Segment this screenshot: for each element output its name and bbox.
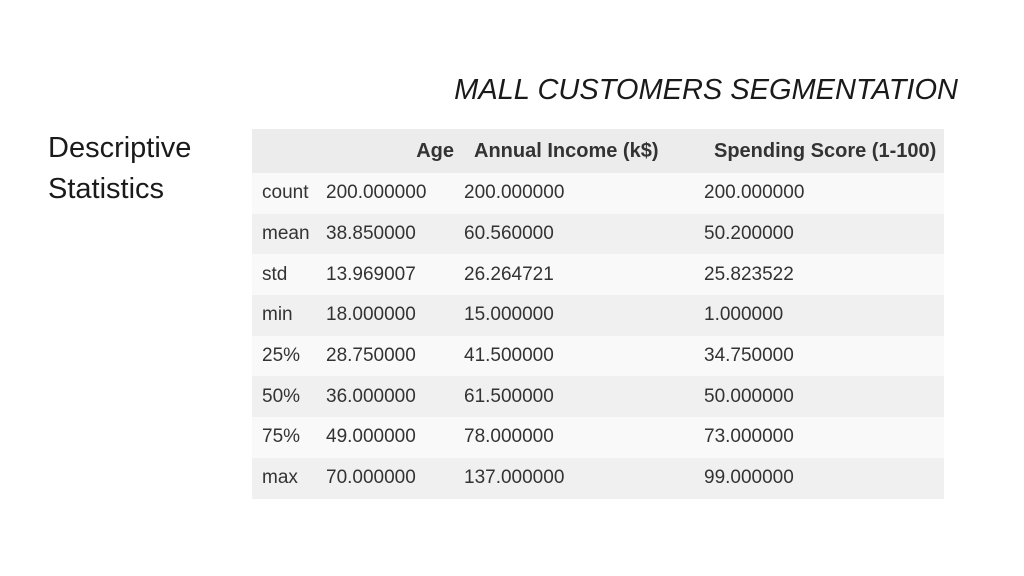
row-stat-label: 50%: [262, 385, 301, 407]
cell-age: 200.000000: [326, 182, 427, 204]
cell-annual-income: 78.000000: [464, 426, 554, 448]
section-heading-line-2: Statistics: [48, 173, 165, 205]
table-row: 50% 36.000000 61.500000 50.000000: [252, 376, 944, 418]
cell-spending-score: 50.000000: [704, 385, 794, 407]
cell-annual-income: 137.000000: [464, 467, 565, 489]
cell-spending-score: 50.200000: [704, 223, 794, 245]
table-row: count 200.000000 200.000000 200.000000: [252, 173, 944, 214]
cell-annual-income: 60.560000: [464, 223, 554, 245]
cell-spending-score: 99.000000: [704, 467, 794, 489]
cell-spending-score: 34.750000: [704, 345, 794, 367]
cell-age: 13.969007: [326, 263, 416, 285]
header-annual-income: Annual Income (k$): [474, 139, 659, 162]
table-row: std 13.969007 26.264721 25.823522: [252, 254, 944, 296]
descriptive-stats-table: Age Annual Income (k$) Spending Score (1…: [252, 129, 944, 499]
cell-annual-income: 61.500000: [464, 385, 554, 407]
cell-annual-income: 41.500000: [464, 345, 554, 367]
table-row: mean 38.850000 60.560000 50.200000: [252, 213, 944, 255]
section-heading: Descriptive Statistics: [48, 128, 238, 210]
row-stat-label: count: [262, 182, 309, 204]
cell-age: 49.000000: [326, 426, 416, 448]
table-body: count 200.000000 200.000000 200.000000 m…: [252, 173, 944, 499]
section-heading-line-1: Descriptive: [48, 132, 192, 164]
table-header: Age Annual Income (k$) Spending Score (1…: [252, 129, 944, 173]
row-stat-label: min: [262, 304, 293, 326]
header-spending-score: Spending Score (1-100): [714, 139, 937, 162]
row-stat-label: max: [262, 467, 298, 489]
row-stat-label: mean: [262, 223, 310, 245]
row-stat-label: 25%: [262, 345, 301, 367]
table-header-row: Age Annual Income (k$) Spending Score (1…: [252, 129, 944, 173]
cell-age: 70.000000: [326, 467, 416, 489]
table-row: 75% 49.000000 78.000000 73.000000: [252, 417, 944, 458]
cell-spending-score: 1.000000: [704, 304, 784, 326]
header-age: Age: [416, 139, 454, 162]
cell-age: 28.750000: [326, 345, 416, 367]
row-stat-label: 75%: [262, 426, 301, 448]
cell-spending-score: 25.823522: [704, 263, 794, 285]
header-index: [252, 129, 326, 173]
cell-age: 36.000000: [326, 385, 416, 407]
cell-age: 38.850000: [326, 223, 416, 245]
cell-spending-score: 73.000000: [704, 426, 794, 448]
cell-age: 18.000000: [326, 304, 416, 326]
table-row: 25% 28.750000 41.500000 34.750000: [252, 335, 944, 377]
table-row: max 70.000000 137.000000 99.000000: [252, 457, 944, 499]
cell-annual-income: 15.000000: [464, 304, 554, 326]
table-row: min 18.000000 15.000000 1.000000: [252, 295, 944, 336]
cell-annual-income: 200.000000: [464, 182, 565, 204]
cell-annual-income: 26.264721: [464, 263, 554, 285]
slide-title: MALL CUSTOMERS SEGMENTATION: [454, 74, 958, 106]
cell-spending-score: 200.000000: [704, 182, 805, 204]
row-stat-label: std: [262, 263, 288, 285]
